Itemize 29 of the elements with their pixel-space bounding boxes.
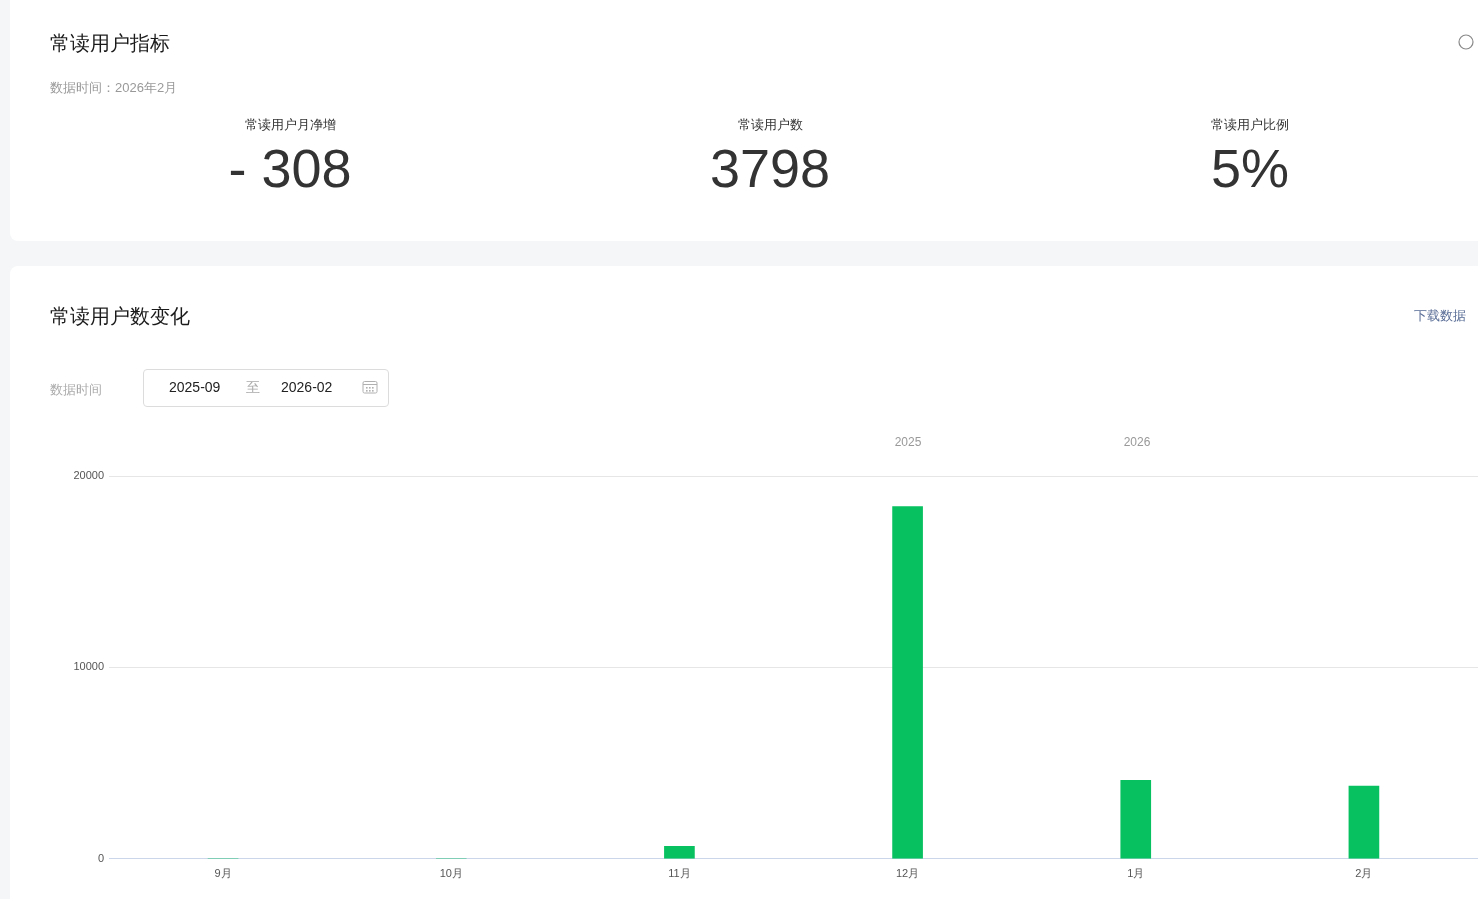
text: 数据时间：2026年2月 <box>50 79 178 97</box>
x-tick-label: 10月 <box>439 867 463 880</box>
text: 3798 <box>709 138 831 198</box>
x-tick-label: 2月 <box>1355 867 1373 880</box>
text: 2025 <box>893 434 923 450</box>
text: 常读用户指标 <box>50 31 170 55</box>
x-tick-label: 9月 <box>214 867 232 880</box>
category-label: 常读用户月净增 <box>243 116 337 134</box>
text: 下载数据 <box>1414 307 1466 325</box>
y-tick-label: 10000 <box>73 660 104 673</box>
text: - 308 <box>228 138 352 198</box>
category-label: 常读用户比例 <box>1210 116 1290 134</box>
bar <box>892 506 923 859</box>
text: 5% <box>1210 138 1290 198</box>
bar <box>664 846 695 859</box>
text: 2025-09 <box>169 378 221 396</box>
category-label: 常读用户数 <box>736 116 804 134</box>
y-tick-label: 20000 <box>73 469 104 482</box>
text: 至 <box>246 378 260 396</box>
x-tick-label: 12月 <box>895 867 920 880</box>
x-tick-label: 1月 <box>1127 867 1145 880</box>
bar <box>1348 785 1380 859</box>
text: 2026 <box>1122 434 1152 450</box>
text: 2026-02 <box>281 378 333 396</box>
y-tick-label: 0 <box>97 851 104 864</box>
chart-title: 常读用户数变化 <box>50 304 190 328</box>
x-tick-label: 11月 <box>668 867 691 880</box>
text: 数据时间 <box>50 381 102 399</box>
bar <box>1120 780 1152 859</box>
